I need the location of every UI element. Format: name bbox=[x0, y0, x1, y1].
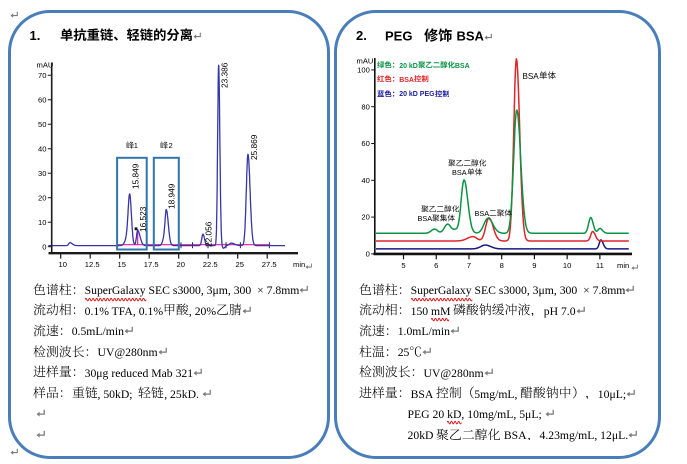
svg-text:min: min bbox=[617, 261, 629, 270]
svg-text:100: 100 bbox=[357, 66, 370, 75]
svg-text:30: 30 bbox=[38, 169, 46, 178]
svg-text:25: 25 bbox=[235, 260, 243, 269]
svg-text:16.523: 16.523 bbox=[138, 206, 148, 232]
svg-text:12.5: 12.5 bbox=[85, 260, 100, 269]
svg-text:17.5: 17.5 bbox=[144, 260, 159, 269]
svg-text:9: 9 bbox=[532, 261, 536, 270]
svg-text:10: 10 bbox=[38, 218, 46, 227]
svg-text:80: 80 bbox=[361, 102, 369, 111]
svg-text:min: min bbox=[293, 260, 305, 269]
svg-text:60: 60 bbox=[38, 95, 46, 104]
svg-text:10: 10 bbox=[58, 260, 66, 269]
svg-text:20: 20 bbox=[361, 213, 369, 222]
svg-text:11: 11 bbox=[596, 261, 604, 270]
svg-text:22.056: 22.056 bbox=[204, 221, 214, 247]
svg-text:6: 6 bbox=[434, 261, 438, 270]
svg-text:0: 0 bbox=[42, 242, 46, 251]
svg-text:5: 5 bbox=[401, 261, 405, 270]
svg-text:mAU: mAU bbox=[37, 60, 54, 69]
svg-text:20: 20 bbox=[38, 193, 46, 202]
svg-text:25.869: 25.869 bbox=[249, 134, 259, 160]
svg-text:7: 7 bbox=[467, 261, 471, 270]
svg-text:0: 0 bbox=[366, 250, 370, 259]
svg-text:20: 20 bbox=[176, 260, 184, 269]
svg-text:15: 15 bbox=[117, 260, 125, 269]
svg-text:22.5: 22.5 bbox=[203, 260, 218, 269]
svg-text:10: 10 bbox=[563, 261, 571, 270]
svg-text:40: 40 bbox=[361, 176, 369, 185]
svg-text:18.949: 18.949 bbox=[167, 183, 177, 209]
svg-text:15.849: 15.849 bbox=[131, 163, 141, 189]
svg-text:70: 70 bbox=[38, 71, 46, 80]
svg-text:27.5: 27.5 bbox=[262, 260, 277, 269]
svg-text:mAU: mAU bbox=[357, 57, 374, 66]
svg-text:23.386: 23.386 bbox=[220, 62, 230, 88]
svg-text:8: 8 bbox=[500, 261, 504, 270]
svg-text:60: 60 bbox=[361, 139, 369, 148]
svg-text:50: 50 bbox=[38, 120, 46, 129]
svg-text:40: 40 bbox=[38, 144, 46, 153]
